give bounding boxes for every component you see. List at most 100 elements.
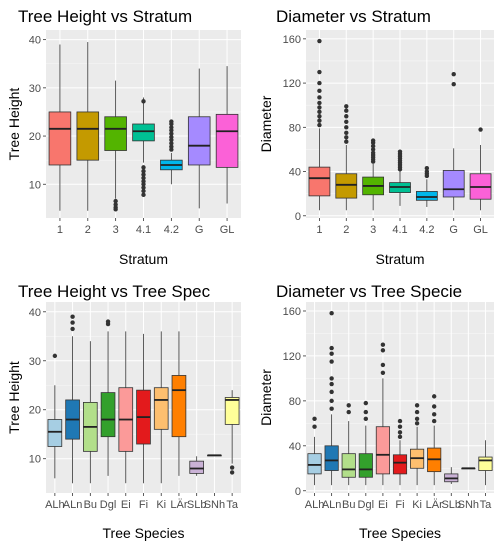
x-tick-label: 4.1 — [136, 224, 151, 236]
outlier-point — [363, 400, 369, 406]
outlier-point — [431, 404, 437, 409]
x-axis-title: Tree Species — [103, 525, 185, 541]
outlier-point — [329, 359, 334, 364]
boxplot-GL — [469, 127, 492, 211]
outlier-point — [431, 418, 437, 424]
outlier-point — [70, 320, 75, 325]
outlier-point — [141, 169, 146, 174]
outlier-point — [344, 130, 349, 136]
outlier-point — [113, 198, 118, 204]
box — [341, 453, 356, 478]
outlier-point — [141, 172, 146, 177]
box — [132, 123, 155, 142]
boxplot-Ki — [153, 331, 169, 484]
y-tick-label: 10 — [29, 454, 41, 466]
outlier-point — [344, 139, 349, 144]
x-axis-title: Stratum — [375, 251, 424, 267]
outlier-point — [141, 99, 146, 104]
outlier-point — [370, 143, 376, 149]
box — [308, 166, 331, 197]
x-axis-title: Tree Species — [359, 525, 441, 541]
x-tick-label: G — [449, 224, 458, 236]
y-tick-label: 30 — [29, 356, 41, 368]
boxplot-series — [308, 38, 492, 211]
x-tick-label: 4.2 — [164, 224, 179, 236]
y-tick-label: 80 — [289, 396, 301, 408]
outlier-point — [317, 118, 322, 123]
x-tick-label: GL — [220, 224, 235, 236]
boxplot-SLb — [444, 467, 459, 485]
box — [187, 116, 211, 166]
outlier-point — [169, 144, 174, 149]
box — [104, 116, 127, 151]
outlier-point — [317, 95, 322, 100]
outlier-point — [424, 166, 430, 171]
x-tick-label: Ki — [412, 499, 422, 511]
boxplot-Fi — [392, 418, 408, 486]
outlier-point — [141, 185, 146, 190]
outlier-point — [329, 398, 334, 404]
y-axis-title: Tree Height — [6, 361, 22, 434]
outlier-point — [229, 470, 235, 475]
outlier-point — [169, 125, 174, 130]
outlier-point — [329, 376, 334, 381]
outlier-point — [380, 348, 386, 353]
boxplot-G — [187, 68, 211, 209]
boxplot-3 — [104, 80, 127, 212]
panel-title: Diameter vs Tree Specie — [276, 282, 462, 301]
box — [47, 419, 63, 447]
outlier-point — [397, 434, 403, 440]
y-axis-title: Tree Height — [6, 88, 22, 161]
outlier-point — [370, 138, 376, 143]
y-tick-label: 10 — [29, 179, 41, 191]
box — [171, 375, 187, 438]
boxplot-series — [47, 314, 240, 484]
outlier-point — [169, 134, 174, 140]
boxplot-ALn — [324, 311, 339, 486]
outlier-point — [312, 416, 317, 422]
outlier-point — [344, 119, 349, 124]
outlier-point — [229, 465, 235, 470]
outlier-point — [317, 100, 322, 106]
boxplot-2 — [335, 104, 358, 211]
boxplot-Ta — [478, 440, 493, 486]
box — [307, 453, 322, 475]
x-tick-label: 2 — [343, 224, 349, 236]
x-tick-label: LÄr — [426, 499, 443, 511]
outlier-point — [329, 389, 334, 395]
y-tick-label: 40 — [289, 167, 301, 179]
outlier-point — [397, 418, 403, 424]
y-axis-title: Diameter — [258, 369, 274, 426]
box — [324, 445, 339, 471]
outlier-point — [105, 319, 111, 324]
boxplot-LÄr — [171, 331, 187, 476]
outlier-point — [451, 81, 456, 87]
outlier-point — [424, 169, 430, 174]
boxplot-series — [48, 42, 239, 212]
outlier-point — [329, 381, 334, 387]
boxplot-GL — [215, 66, 239, 204]
box — [358, 453, 373, 478]
box — [48, 111, 72, 166]
outlier-point — [380, 370, 386, 375]
box — [76, 111, 100, 161]
x-tick-label: 1 — [57, 224, 63, 236]
x-tick-label: SLb — [187, 499, 207, 511]
outlier-point — [141, 188, 146, 194]
x-tick-label: ALn — [322, 499, 342, 511]
outlier-point — [317, 114, 322, 119]
outlier-point — [141, 192, 146, 198]
boxplot-Dgl — [100, 319, 116, 476]
boxplot-LÄr — [427, 394, 442, 486]
x-tick-label: Fi — [139, 499, 148, 511]
outlier-point — [370, 150, 376, 155]
box — [224, 397, 240, 425]
outlier-point — [363, 416, 369, 422]
outlier-point — [169, 131, 174, 136]
outlier-point — [317, 80, 322, 86]
outlier-point — [397, 424, 403, 429]
x-tick-label: Bu — [84, 499, 97, 511]
x-tick-label: 2 — [85, 224, 91, 236]
